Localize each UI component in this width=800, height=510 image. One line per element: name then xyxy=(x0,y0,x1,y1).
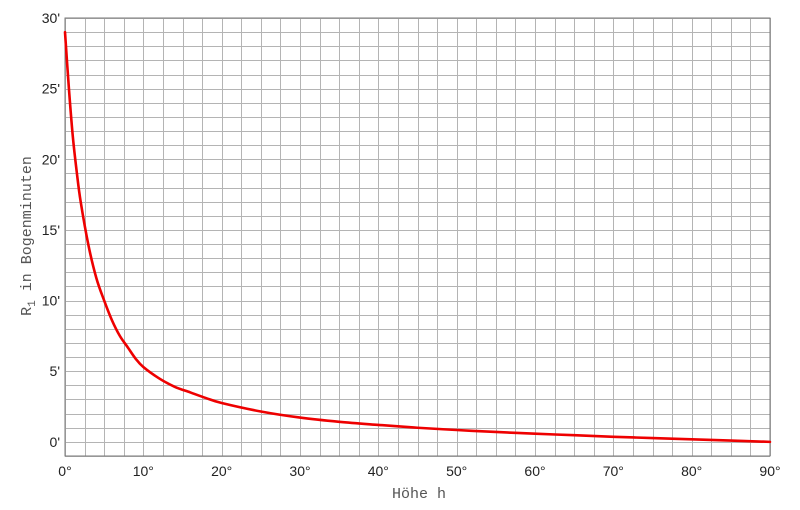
x-tick-label: 0° xyxy=(58,463,71,479)
x-tick-label: 30° xyxy=(289,463,310,479)
y-tick-label: 10' xyxy=(42,293,60,309)
y-tick-label: 20' xyxy=(42,151,60,167)
x-tick-label: 60° xyxy=(524,463,545,479)
y-tick-label: 25' xyxy=(42,81,60,97)
y-tick-label: 30' xyxy=(42,10,60,26)
refraction-curve xyxy=(63,30,772,444)
y-tick-label: 0' xyxy=(50,434,60,450)
y-axis-ticks: 0' 5' 10' 15' 20' 25' 30' xyxy=(42,10,60,450)
grid xyxy=(65,18,771,457)
x-tick-label: 80° xyxy=(681,463,702,479)
x-tick-label: 50° xyxy=(446,463,467,479)
x-axis-ticks: 0° 10° 20° 30° 40° 50° 60° 70° 80° 90° xyxy=(58,463,780,479)
y-tick-label: 15' xyxy=(42,222,60,238)
x-tick-label: 70° xyxy=(603,463,624,479)
y-tick-label: 5' xyxy=(50,363,60,379)
x-tick-label: 10° xyxy=(133,463,154,479)
x-tick-label: 90° xyxy=(759,463,780,479)
y-axis-title-subscript: 1 xyxy=(27,300,39,307)
y-axis-title: R1 in Bogenminuten xyxy=(19,156,39,316)
y-axis-title-suffix: in Bogenminuten xyxy=(19,156,36,300)
x-tick-label: 40° xyxy=(368,463,389,479)
x-tick-label: 20° xyxy=(211,463,232,479)
y-axis-title-symbol: R xyxy=(19,307,36,316)
x-axis-title: Höhe h xyxy=(392,486,446,503)
plot-frame xyxy=(64,17,771,457)
